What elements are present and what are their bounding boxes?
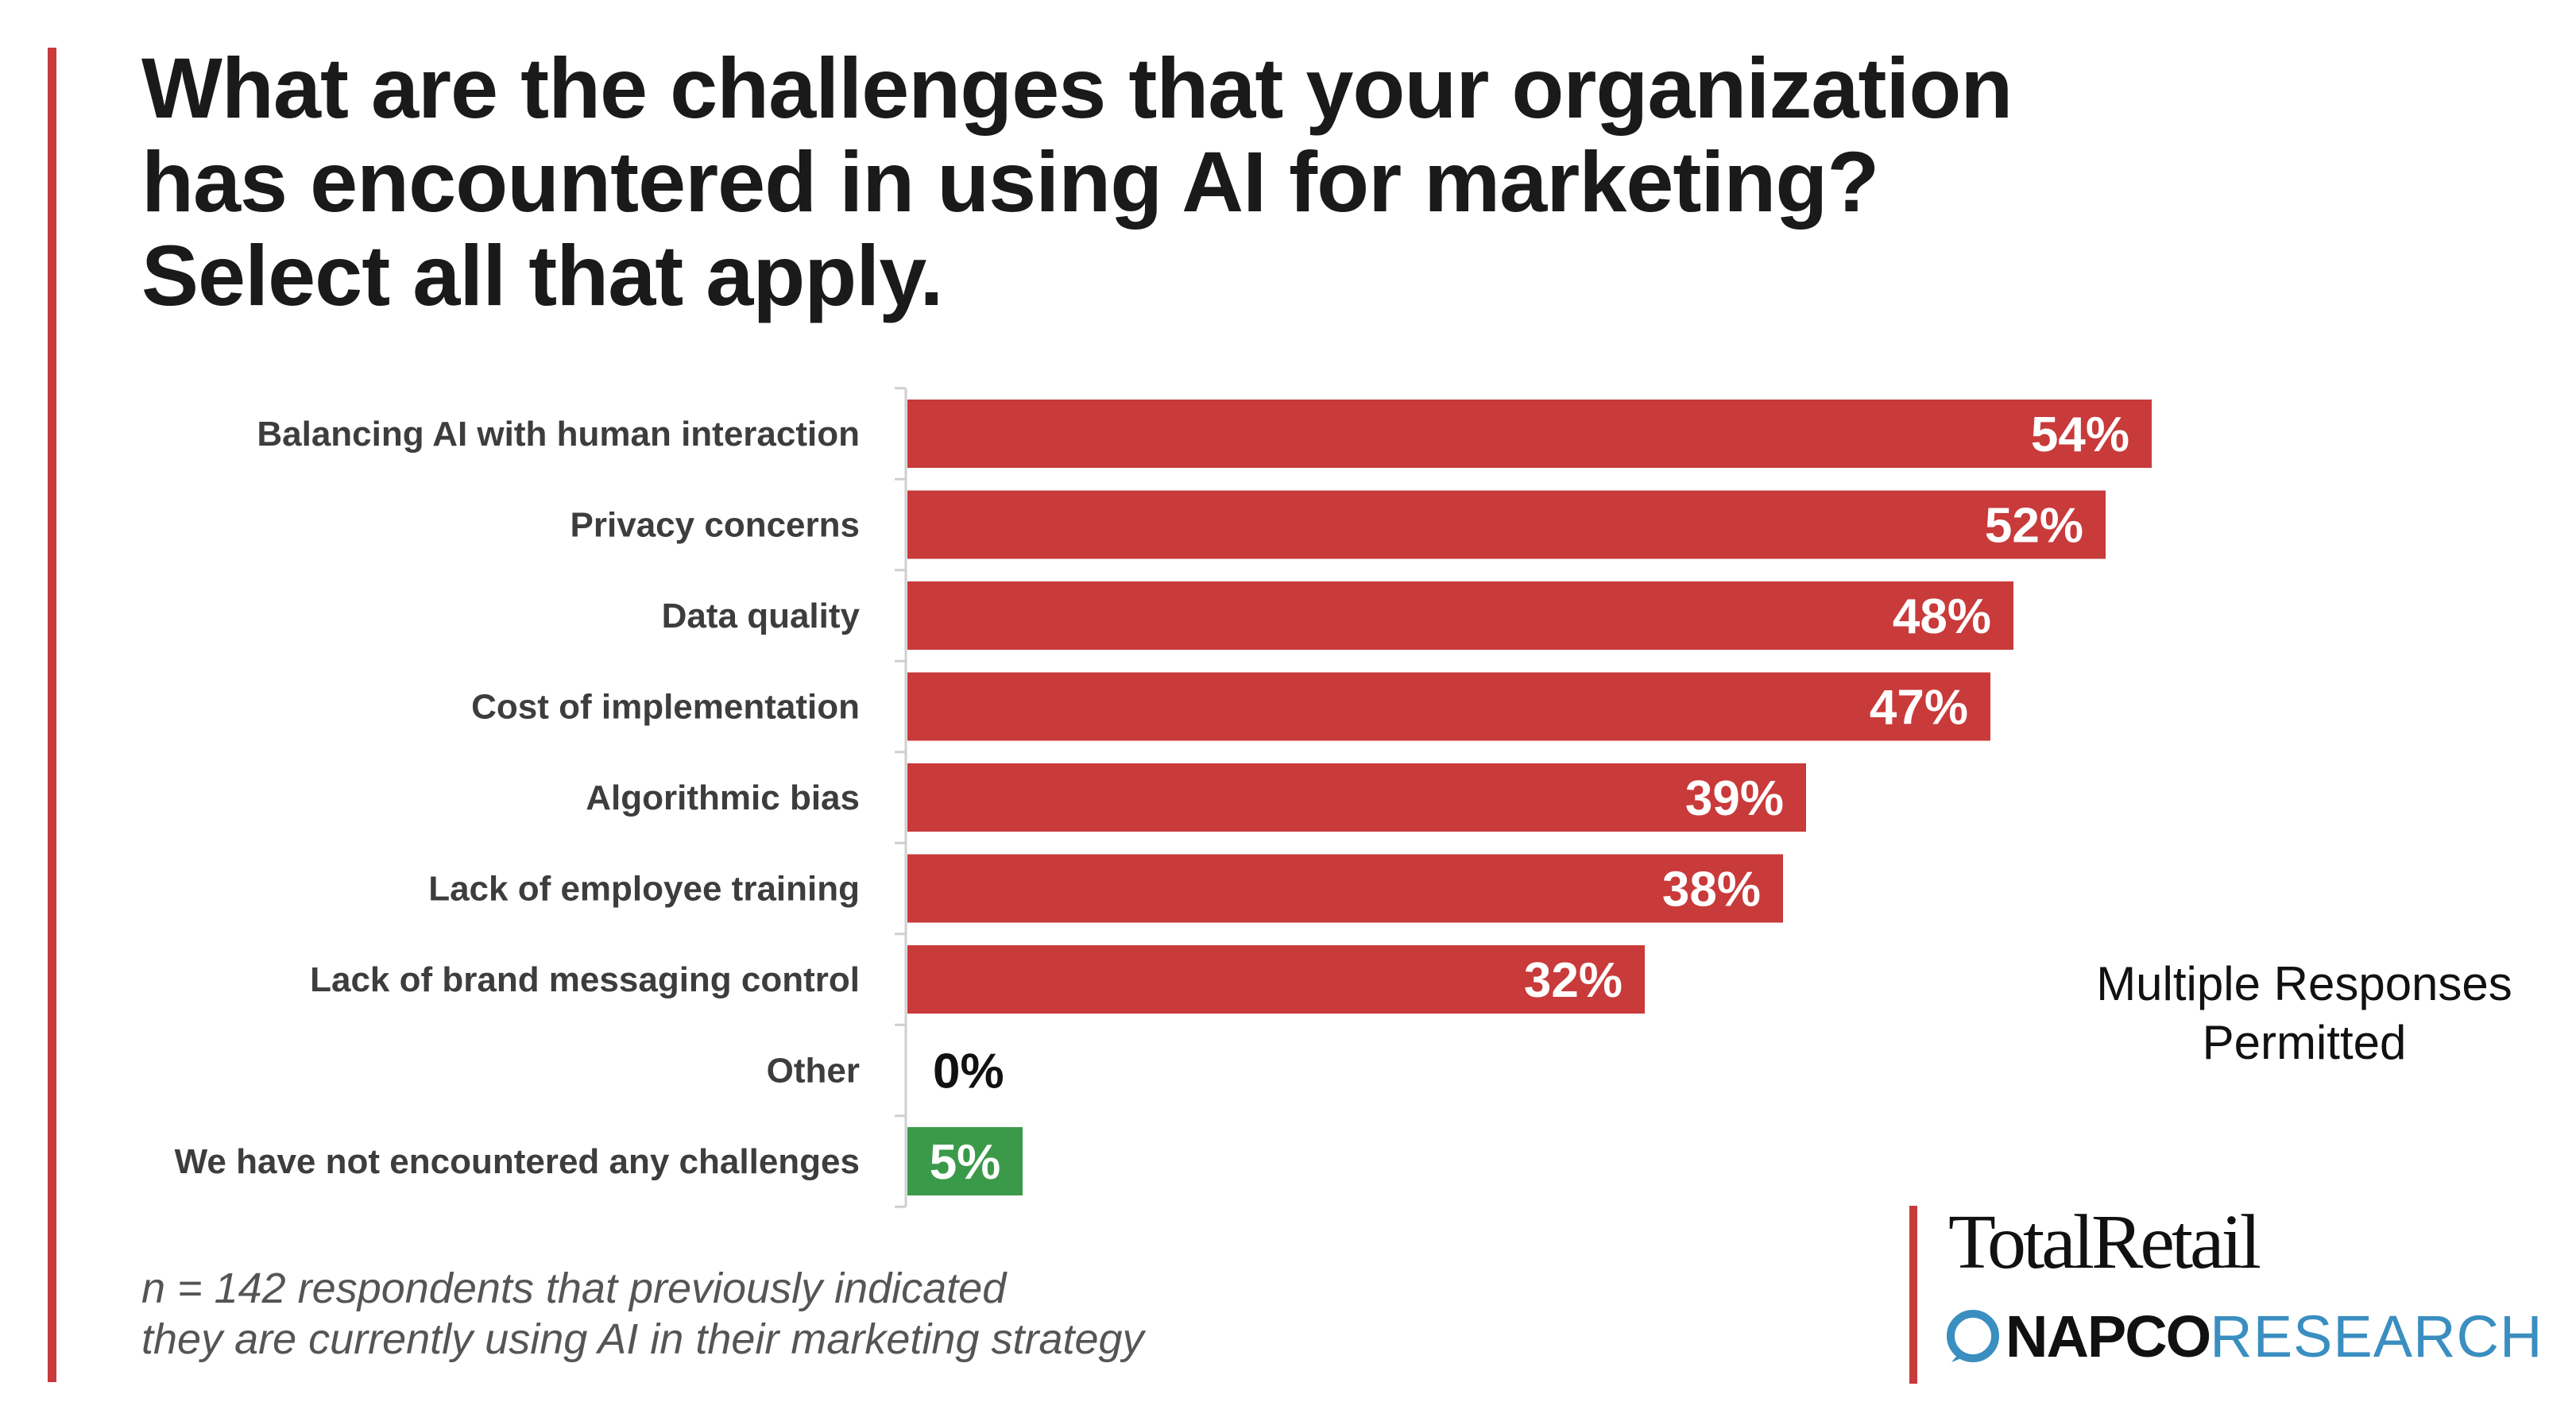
data-label: 54%	[2031, 407, 2129, 462]
data-label: 0%	[933, 1045, 1004, 1099]
data-label: 48%	[1893, 589, 1991, 644]
bar	[907, 1127, 1023, 1195]
total-retail-logo: TotalRetail	[1948, 1199, 2261, 1285]
napco-research-logo: NAPCO RESEARCH	[1944, 1303, 2543, 1369]
category-label: Privacy concerns	[571, 506, 860, 545]
logo-divider	[1909, 1206, 1917, 1384]
napco-swirl-icon	[1947, 1310, 1999, 1362]
note-line-1: Multiple Responses	[2096, 957, 2512, 1010]
footnote-line-2: they are currently using AI in their mar…	[141, 1315, 1144, 1363]
footnote-line-1: n = 142 respondents that previously indi…	[141, 1265, 1007, 1312]
category-label: Lack of brand messaging control	[310, 960, 860, 999]
bar	[907, 581, 2013, 650]
title-line-1: What are the challenges that your organi…	[141, 40, 2013, 136]
research-wordmark: RESEARCH	[2210, 1303, 2543, 1369]
category-label: Lack of employee training	[428, 870, 860, 909]
category-label: Cost of implementation	[471, 688, 860, 727]
bar	[907, 400, 2152, 468]
bar	[907, 490, 2106, 559]
note-line-2: Permitted	[2202, 1016, 2407, 1069]
data-label: 38%	[1662, 863, 1761, 917]
multiple-responses-note: Multiple Responses Permitted	[2058, 955, 2551, 1072]
category-label: Other	[767, 1052, 860, 1091]
category-label: We have not encountered any challenges	[175, 1142, 860, 1181]
title-line-2: has encountered in using AI for marketin…	[141, 133, 1879, 230]
bar	[907, 854, 1783, 923]
data-label: 52%	[1985, 499, 2083, 554]
accent-rule	[48, 48, 56, 1382]
data-label: 32%	[1524, 953, 1623, 1008]
category-label: Algorithmic bias	[586, 778, 860, 817]
bar	[907, 672, 1990, 741]
page-title: What are the challenges that your organi…	[141, 41, 2446, 322]
bar	[907, 763, 1806, 832]
data-label: 5%	[930, 1135, 1001, 1190]
data-label: 47%	[1870, 681, 1968, 736]
napco-wordmark: NAPCO	[2005, 1303, 2211, 1369]
title-line-3: Select all that apply.	[141, 227, 943, 323]
data-label: 39%	[1685, 771, 1784, 826]
sample-footnote: n = 142 respondents that previously indi…	[141, 1263, 1144, 1365]
category-label: Data quality	[662, 597, 861, 635]
bar	[907, 945, 1645, 1014]
category-label: Balancing AI with human interaction	[257, 415, 860, 454]
